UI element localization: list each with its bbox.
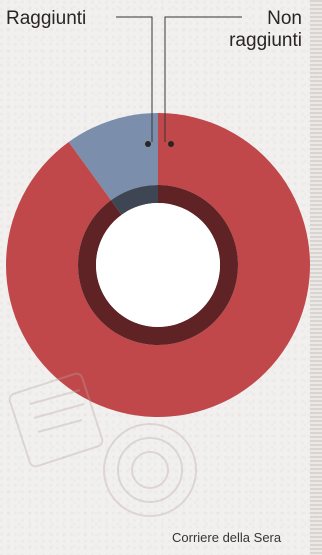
- slice-non-raggiunti: [5, 113, 310, 417]
- legend-label-non-raggiunti-line2: raggiunti: [229, 30, 302, 51]
- legend-label-non-raggiunti: Non raggiunti: [182, 8, 302, 52]
- source-credit: Corriere della Sera: [172, 530, 282, 545]
- leader-line-non-raggiunti-dot: [168, 141, 174, 147]
- leader-line-raggiunti-dot: [145, 141, 151, 147]
- donut-hole: [96, 203, 220, 327]
- inner-ring-raggiunti: [110, 185, 158, 215]
- legend-label-raggiunti: Raggiunti: [6, 8, 87, 29]
- slice-raggiunti: [68, 113, 158, 201]
- leader-line-raggiunti: [116, 16, 153, 142]
- page-edge-strip: [310, 0, 322, 555]
- leader-line-non-raggiunti: [164, 16, 242, 142]
- legend-label-non-raggiunti-line1: Non: [267, 8, 302, 29]
- watermark-icon: [8, 372, 197, 517]
